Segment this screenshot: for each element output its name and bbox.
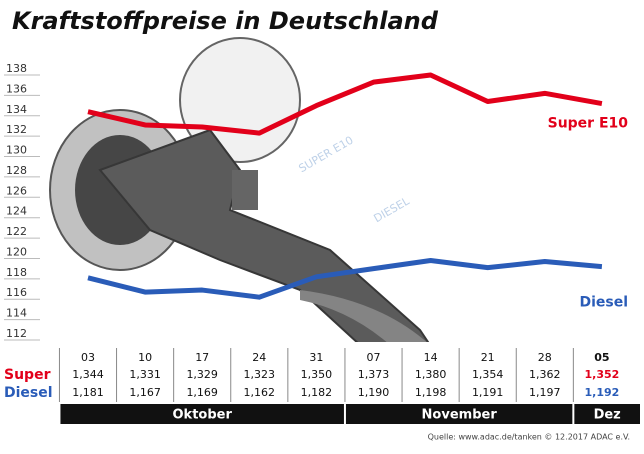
y-tick-label: 120 [6,245,27,258]
y-tick-label: 114 [6,307,27,320]
month-band [60,404,344,424]
y-tick-label: 112 [6,327,27,340]
y-tick-label: 118 [6,266,27,279]
value-label: 1,181 [72,386,104,399]
value-label: 1,198 [415,386,447,399]
hose [300,290,430,345]
value-label: 1,191 [472,386,504,399]
y-tick-label: 124 [6,205,27,218]
value-label: 1,182 [301,386,333,399]
y-tick-label: 136 [6,82,27,95]
nozzle [98,128,432,346]
y-tick-label: 130 [6,144,27,157]
chart-title: Kraftstoffpreise in Deutschland [12,7,439,35]
month-band [574,404,640,424]
row-label: Diesel [4,385,53,401]
value-label: 1,344 [72,368,104,381]
x-tick-label: 31 [309,351,323,364]
series-line [87,72,603,136]
x-tick-label: 07 [367,351,381,364]
value-label: 1,329 [186,368,218,381]
y-tick-label: 122 [6,225,27,238]
month-label: Dez [594,408,621,423]
x-tick-label: 17 [195,351,209,364]
x-tick-label: 28 [538,351,552,364]
y-tick-label: 134 [6,103,27,116]
row-label: Super [4,367,51,383]
x-tick-label: 03 [81,351,95,364]
nozzle-knob [232,170,258,210]
value-label: 1,354 [472,368,504,381]
value-label: 1,331 [129,368,161,381]
x-tick-label: 10 [138,351,152,364]
source: Quelle: www.adac.de/tanken © 12.2017 ADA… [428,433,630,442]
month-label: Oktober [173,408,233,423]
value-label: 1,197 [529,386,561,399]
value-label: 1,162 [244,386,276,399]
value-label: 1,323 [244,368,276,381]
series-label: Diesel [579,295,628,311]
value-label: 1,167 [129,386,161,399]
x-tick-label: 05 [594,351,609,364]
value-label: 1,352 [585,368,620,381]
value-label: 1,192 [585,386,620,399]
month-label: November [422,408,498,423]
value-label: 1,350 [301,368,333,381]
x-tick-label: 24 [252,351,266,364]
value-label: 1,362 [529,368,561,381]
value-label: 1,190 [358,386,390,399]
y-tick-label: 116 [6,286,27,299]
y-tick-label: 126 [6,184,27,197]
value-label: 1,373 [358,368,390,381]
x-tick-label: 21 [481,351,495,364]
table-header-band [0,342,644,362]
y-tick-label: 128 [6,164,27,177]
series-line [87,258,603,300]
value-label: 1,380 [415,368,447,381]
month-band [345,404,573,424]
illustration: SUPER E10 DIESEL [49,37,432,346]
value-label: 1,169 [186,386,218,399]
y-tick-label: 138 [6,62,27,75]
y-tick-label: 132 [6,123,27,136]
series-label: Super E10 [548,116,629,132]
x-tick-label: 14 [424,351,438,364]
